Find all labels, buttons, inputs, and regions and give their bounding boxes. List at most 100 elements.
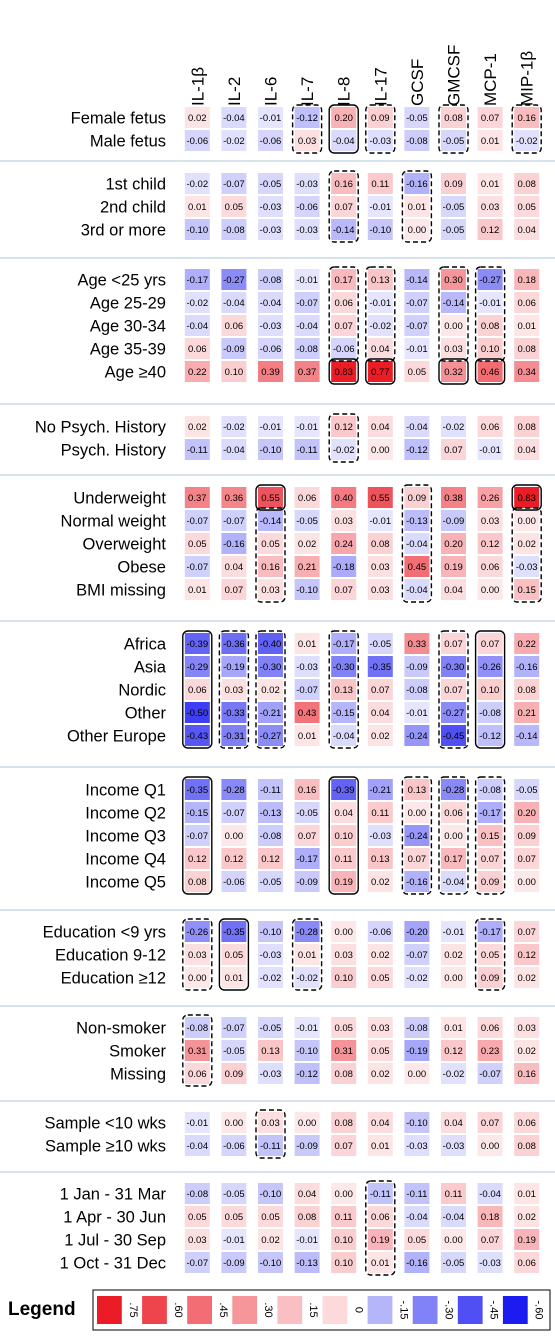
legend-tick-label: -.45 [488,1301,500,1320]
heatmap-cell [294,679,320,700]
legend-swatch [322,1296,348,1324]
cell-value: 0.07 [298,831,317,842]
heatmap-cell [477,656,503,677]
dashed-significance-box [438,776,469,895]
cell-value: 0.00 [188,973,207,984]
legend-tick-label: -.30 [443,1301,455,1320]
heatmap-cell [514,944,540,965]
cell-value: -0.17 [333,639,355,650]
heatmap-cell [477,107,503,128]
heatmap-cell [258,725,283,746]
heatmap-cell [367,656,393,677]
cell-value: 0.13 [334,685,353,696]
heatmap-cell [184,656,210,677]
heatmap-cell [258,173,283,194]
cell-value: 0.00 [444,1235,463,1246]
cell-value: -0.03 [296,662,318,673]
column-header-il-2: IL-2 [225,77,244,106]
heatmap-cell [367,173,393,194]
heatmap-cell [404,725,430,746]
cell-value: -0.11 [260,785,281,796]
heatmap-cell [441,579,466,600]
cell-value: -0.07 [186,562,208,573]
heatmap-cell [514,219,540,240]
cell-value: 0.00 [481,585,500,596]
heatmap-cell [441,556,466,577]
cell-value: 0.12 [444,1046,463,1057]
heatmap-cell [221,1229,247,1250]
heatmap-cell [441,107,466,128]
cell-value: -0.03 [260,1069,282,1080]
heatmap-cell [514,1135,540,1156]
cell-value: 0.08 [517,179,536,190]
cell-value: 0.10 [225,367,244,378]
heatmap-cell [367,802,393,823]
cell-value: -0.20 [406,927,428,938]
cell-value: -0.07 [406,321,428,332]
solid-significance-box [255,484,286,511]
cell-value: -0.01 [369,202,391,213]
cell-value: 0.06 [188,344,207,355]
heatmap-cell [477,702,503,723]
cell-value: -0.08 [479,708,501,719]
cell-value: 0.19 [444,562,463,573]
heatmap-cell [331,679,357,700]
cell-value: -0.07 [223,1023,245,1034]
cell-value: -0.05 [443,225,465,236]
heatmap-cell [294,1040,320,1061]
cell-value: -0.04 [296,321,318,332]
heatmap-cell [367,1040,393,1061]
row-label-income-q3: Income Q3 [85,828,166,846]
cell-value: 0.06 [517,1258,536,1269]
heatmap-cell [294,173,320,194]
cell-value: 0.37 [298,367,317,378]
heatmap-cell [441,944,466,965]
cell-value: 0.07 [371,685,390,696]
cell-value: -0.08 [406,136,428,147]
cell-value: -0.06 [186,136,208,147]
cell-value: 0.02 [371,731,390,742]
cell-value: 0.06 [371,1212,390,1223]
cell-value: -0.08 [406,1023,428,1034]
row-label-nordic: Nordic [118,682,166,700]
cell-value: 0.02 [371,877,390,888]
cell-value: -0.07 [186,831,208,842]
heatmap-cell [514,1063,540,1084]
cell-value: 0.04 [371,708,390,719]
cell-value: -0.08 [186,1023,208,1034]
cell-value: -0.26 [186,927,208,938]
row-label-non-smoker: Non-smoker [76,1020,166,1038]
row-label-age-40: Age ≥40 [105,364,166,382]
heatmap-cell [184,802,210,823]
cell-value: 0.13 [371,854,390,865]
cell-value: -0.11 [297,445,318,456]
heatmap-cell [184,967,210,988]
heatmap-cell [331,779,357,800]
dashed-significance-box [182,918,213,991]
cell-value: -0.03 [406,1141,428,1152]
cell-value: -0.07 [223,808,245,819]
heatmap-cell [258,107,283,128]
cell-value: 0.00 [298,1118,317,1129]
heatmap-cell [184,338,210,359]
cell-value: -0.01 [479,445,501,456]
cell-value: -0.09 [223,1258,245,1269]
cell-value: -0.03 [369,831,391,842]
heatmap-cell [441,1017,466,1038]
cell-value: 0.83 [334,367,353,378]
cell-value: -0.02 [333,445,355,456]
heatmap-cell [367,1229,393,1250]
legend-tick-label: -.15 [397,1301,409,1320]
heatmap-cell [404,1063,430,1084]
cell-value: 0.02 [261,685,280,696]
cell-value: 0.07 [334,321,353,332]
cell-value: -0.05 [296,808,318,819]
cell-value: 0.38 [444,493,463,504]
cell-value: 0.06 [298,493,317,504]
cell-value: -0.01 [296,275,318,286]
heatmap-cell [367,702,393,723]
heatmap-cell [477,1063,503,1084]
heatmap-cell [441,825,466,846]
heatmap-cell [514,269,540,290]
